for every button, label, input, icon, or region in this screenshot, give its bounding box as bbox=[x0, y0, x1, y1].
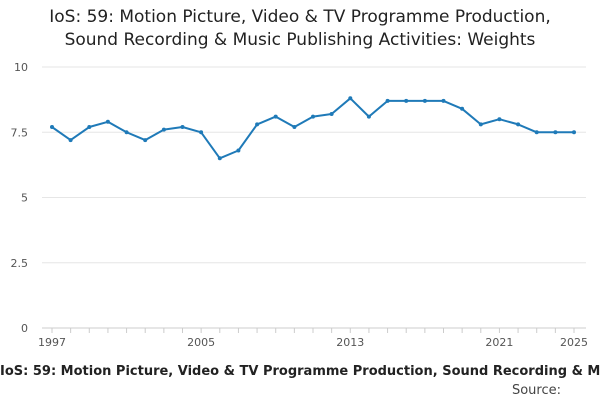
y-tick-label: 0 bbox=[21, 322, 28, 335]
y-tick-label: 5 bbox=[21, 192, 28, 205]
data-point bbox=[180, 125, 185, 129]
data-point bbox=[311, 114, 315, 119]
grid-lines bbox=[42, 66, 586, 264]
data-point bbox=[460, 106, 465, 111]
data-point bbox=[124, 130, 129, 135]
data-points bbox=[50, 96, 576, 161]
x-tick-label: 1997 bbox=[38, 336, 66, 349]
data-point bbox=[161, 127, 166, 132]
data-point bbox=[553, 130, 558, 135]
data-point bbox=[329, 112, 334, 116]
series-line bbox=[51, 97, 574, 160]
data-point bbox=[50, 125, 54, 129]
data-point bbox=[441, 98, 446, 103]
axes bbox=[42, 327, 586, 333]
data-point bbox=[478, 122, 483, 127]
data-point bbox=[236, 148, 241, 153]
legend: IoS: 59: Motion Picture, Video & TV Prog… bbox=[0, 364, 600, 379]
data-point bbox=[516, 122, 521, 127]
y-tick-label: 7.5 bbox=[11, 126, 29, 139]
series-lines bbox=[51, 97, 574, 160]
chart-title-line-1: IoS: 59: Motion Picture, Video & TV Prog… bbox=[49, 7, 551, 27]
x-tick-label: 2025 bbox=[560, 336, 588, 349]
data-point bbox=[255, 122, 260, 127]
legend-series-label: IoS: 59: Motion Picture, Video & TV Prog… bbox=[0, 364, 600, 379]
data-point bbox=[348, 96, 353, 101]
data-point bbox=[273, 114, 278, 119]
x-axis-tick-labels: 1997 2005 2013 2021 2025 bbox=[38, 336, 588, 349]
data-point bbox=[572, 130, 576, 135]
y-axis-tick-labels: 0 2.5 5 7.5 10 bbox=[11, 61, 29, 335]
data-point bbox=[422, 98, 427, 103]
data-point bbox=[497, 117, 502, 122]
data-point bbox=[404, 98, 409, 103]
chart-title-line-2: Sound Recording & Music Publishing Activ… bbox=[64, 30, 536, 50]
data-point bbox=[143, 138, 148, 143]
chart-title: IoS: 59: Motion Picture, Video & TV Prog… bbox=[0, 6, 600, 52]
x-tick-label: 2021 bbox=[485, 336, 513, 349]
y-tick-label: 10 bbox=[14, 61, 28, 74]
y-tick-label: 2.5 bbox=[11, 257, 29, 270]
data-point bbox=[385, 98, 390, 103]
data-point bbox=[534, 130, 539, 135]
x-tick-label: 2005 bbox=[187, 336, 215, 349]
data-point bbox=[217, 156, 222, 161]
source-label: Source: bbox=[511, 383, 561, 398]
x-tick-label: 2013 bbox=[336, 336, 364, 349]
data-point bbox=[292, 125, 297, 129]
data-point bbox=[366, 114, 371, 119]
data-point bbox=[105, 119, 110, 124]
data-point bbox=[199, 130, 204, 135]
data-point bbox=[68, 138, 73, 143]
data-point bbox=[87, 125, 92, 129]
